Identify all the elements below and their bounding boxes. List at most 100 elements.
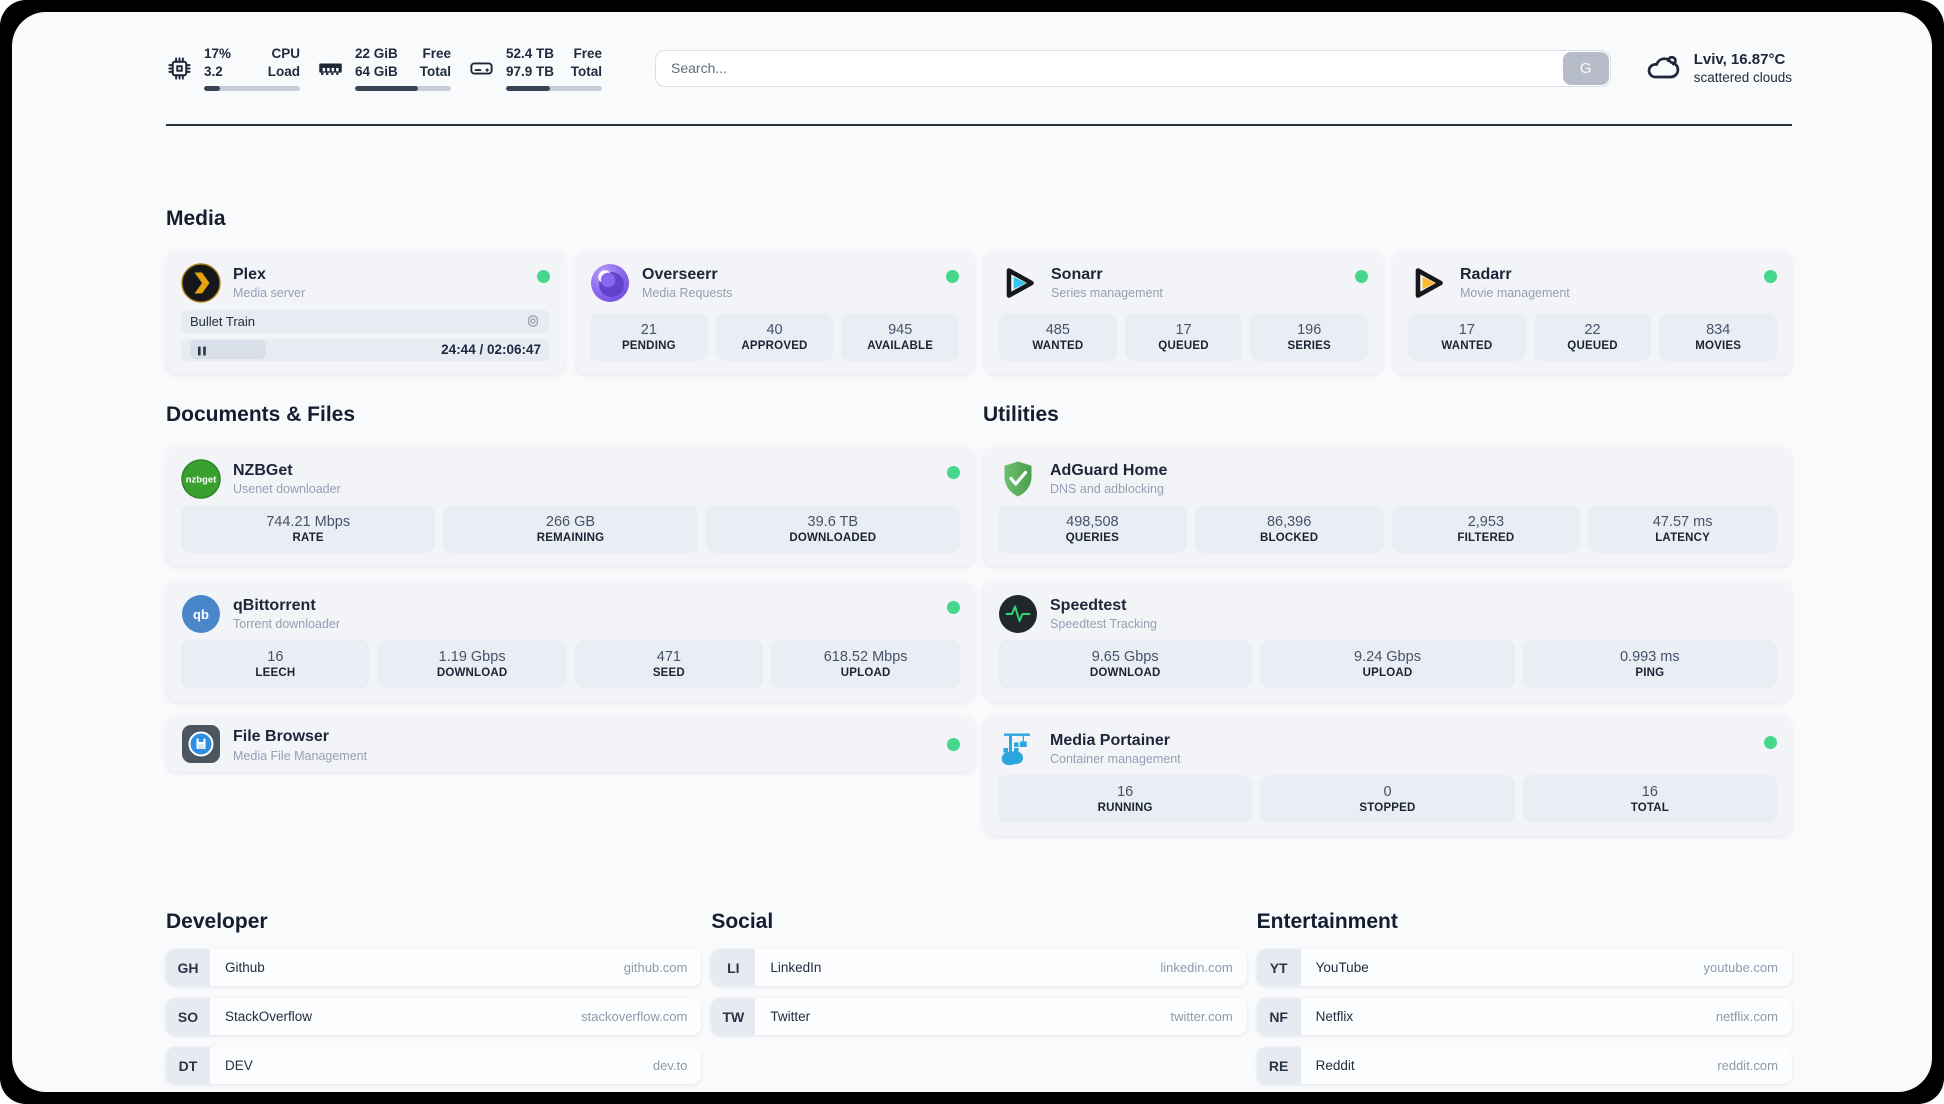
status-dot <box>947 737 960 751</box>
search-engine-button[interactable]: G <box>1562 51 1609 85</box>
qbittorrent-icon: qb <box>181 594 221 634</box>
app-title: Plex <box>233 266 266 283</box>
qbittorrent-card[interactable]: qb qBittorrent Torrent downloader 16 LEEC… <box>166 581 975 701</box>
bookmark-reddit[interactable]: RE Reddit reddit.com <box>1256 1047 1792 1084</box>
status-dot <box>946 270 959 283</box>
stat-tile-upload: 618.52 Mbps UPLOAD <box>771 640 960 688</box>
app-subtitle: Media Requests <box>642 286 733 301</box>
status-dot <box>1355 270 1368 283</box>
app-subtitle: Usenet downloader <box>233 482 341 497</box>
bookmark-netflix[interactable]: NF Netflix netflix.com <box>1256 998 1792 1035</box>
memory-values: 22 GiB 64 GiB <box>355 45 398 79</box>
status-dot <box>1764 270 1777 283</box>
stat-tile-total: 16 TOTAL <box>1522 775 1777 823</box>
bookmark-group-entertainment: Entertainment YT YouTube youtube.com NF … <box>1256 909 1792 1092</box>
stat-tile-seed: 471 SEED <box>574 640 764 688</box>
bookmark-github[interactable]: GH Github github.com <box>166 949 702 986</box>
player-row: 24:44 / 02:06:47 <box>181 338 550 361</box>
portainer-icon <box>998 729 1038 769</box>
adguard-icon <box>998 459 1038 499</box>
dashboard-content: Media Plex Media server <box>12 206 1932 1092</box>
app-title: AdGuard Home <box>1050 462 1168 479</box>
stat-tile-download: 9.65 Gbps DOWNLOAD <box>998 640 1253 688</box>
bookmark-abbr: DT <box>166 1047 210 1084</box>
stat-tile-rate: 744.21 Mbps RATE <box>181 505 436 553</box>
stat-tile-ping: 0.993 ms PING <box>1522 640 1777 688</box>
nzbget-icon: nzbget <box>181 459 221 499</box>
stat-tile-wanted: 17 WANTED <box>1408 313 1526 361</box>
radarr-icon <box>1408 263 1448 303</box>
sonarr-icon <box>999 263 1039 303</box>
sonarr-card[interactable]: Sonarr Series management 485 WANTED 17 QUE… <box>984 250 1383 374</box>
cloud-icon <box>1645 50 1681 86</box>
bookmark-group-social: Social LI LinkedIn linkedin.com TW Twitt… <box>711 909 1247 1092</box>
memory-usage-widget: 22 GiB 64 GiB Free Total <box>317 45 451 92</box>
media-cards-row: Plex Media server Bullet Train <box>166 250 1792 374</box>
bookmark-url: linkedin.com <box>1160 960 1233 975</box>
stat-tile-leech: 16 LEECH <box>181 640 370 688</box>
app-subtitle: Container management <box>1050 752 1181 767</box>
hard-drive-icon <box>468 55 495 82</box>
adguard-card[interactable]: AdGuard Home DNS and adblocking 498,508 Q… <box>983 446 1792 566</box>
status-dot <box>947 466 960 479</box>
overseerr-card[interactable]: Overseerr Media Requests 21 PENDING 40 APP… <box>575 250 974 374</box>
pause-button[interactable] <box>190 340 266 360</box>
stat-tile-stopped: 0 STOPPED <box>1260 775 1515 823</box>
stat-tile-download: 1.19 Gbps DOWNLOAD <box>377 640 567 688</box>
weather-widget: Lviv, 16.87°C scattered clouds <box>1645 50 1792 86</box>
app-title: Media Portainer <box>1050 732 1171 749</box>
stat-tile-approved: 40 APPROVED <box>715 313 834 361</box>
app-subtitle: Speedtest Tracking <box>1050 617 1158 632</box>
cpu-icon <box>166 55 193 82</box>
bookmark-name: Reddit <box>1315 1058 1355 1073</box>
radarr-card[interactable]: Radarr Movie management 17 WANTED 22 QUEUE… <box>1393 250 1792 374</box>
speedtest-card[interactable]: Speedtest Speedtest Tracking 9.65 Gbps DO… <box>983 581 1792 701</box>
stat-tile-filtered: 2,953 FILTERED <box>1391 505 1581 553</box>
header: 17% 3.2 CPU Load <box>166 42 1792 94</box>
bookmark-url: stackoverflow.com <box>581 1009 688 1024</box>
bookmark-stackoverflow[interactable]: SO StackOverflow stackoverflow.com <box>166 998 702 1035</box>
nzbget-card[interactable]: nzbget NZBGet Usenet downloader 744.21 M… <box>166 446 975 566</box>
bookmark-url: reddit.com <box>1717 1058 1778 1073</box>
app-title: qBittorrent <box>233 597 316 614</box>
memory-icon <box>317 55 344 82</box>
bookmark-abbr: NF <box>1256 998 1301 1035</box>
bookmarks-section: Developer GH Github github.com SO StackO… <box>166 909 1792 1092</box>
section-title-media: Media <box>166 207 226 230</box>
bookmark-twitter[interactable]: TW Twitter twitter.com <box>711 998 1247 1035</box>
storage-values: 52.4 TB 97.9 TB <box>506 45 555 79</box>
bookmark-name: DEV <box>225 1058 253 1073</box>
bookmark-linkedin[interactable]: LI LinkedIn linkedin.com <box>711 949 1247 986</box>
bookmark-url: dev.to <box>652 1058 688 1073</box>
cpu-progress-bar <box>204 86 300 92</box>
pause-icon <box>196 344 208 356</box>
stat-tile-blocked: 86,396 BLOCKED <box>1194 505 1384 553</box>
bookmark-dev[interactable]: DT DEV dev.to <box>166 1047 702 1084</box>
bookmark-url: github.com <box>623 960 688 975</box>
cpu-labels: CPU Load <box>267 45 300 79</box>
memory-progress-bar <box>355 86 451 92</box>
search-bar: G <box>655 49 1611 87</box>
status-dot <box>947 601 960 614</box>
now-playing-title: Bullet Train <box>190 313 256 329</box>
bookmark-abbr: GH <box>166 949 210 986</box>
filebrowser-card[interactable]: File Browser Media File Management <box>166 716 975 772</box>
storage-progress-bar <box>506 86 602 92</box>
bookmark-youtube[interactable]: YT YouTube youtube.com <box>1256 949 1792 986</box>
stat-tile-movies: 834 MOVIES <box>1659 313 1778 361</box>
portainer-card[interactable]: Media Portainer Container management 16 R… <box>983 716 1792 836</box>
storage-labels: Free Total <box>570 45 602 79</box>
stat-tile-pending: 21 PENDING <box>590 313 708 361</box>
section-title-documents: Documents & Files <box>166 403 356 426</box>
storage-usage-widget: 52.4 TB 97.9 TB Free Total <box>468 45 602 92</box>
stat-tile-downloaded: 39.6 TB DOWNLOADED <box>705 505 960 553</box>
plex-card[interactable]: Plex Media server Bullet Train <box>166 250 565 374</box>
bookmark-url: youtube.com <box>1703 960 1778 975</box>
app-subtitle: Media File Management <box>233 748 368 763</box>
app-subtitle: Series management <box>1051 286 1163 301</box>
weather-condition: scattered clouds <box>1693 70 1792 85</box>
stat-tile-queued: 22 QUEUED <box>1533 313 1652 361</box>
search-input[interactable] <box>656 50 1562 86</box>
bookmark-abbr: TW <box>711 998 756 1035</box>
